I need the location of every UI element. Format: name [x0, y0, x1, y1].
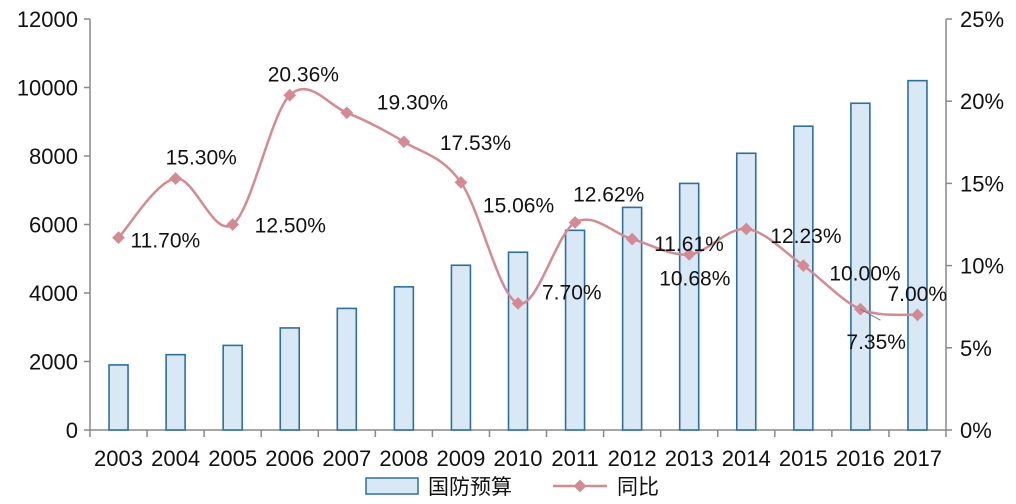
x-tick-label: 2017: [893, 446, 942, 471]
yoy-data-label: 10.68%: [659, 267, 730, 290]
left-tick-label: 12000: [17, 7, 78, 32]
yoy-marker: [454, 176, 468, 189]
yoy-marker: [226, 218, 240, 231]
yoy-data-label: 12.50%: [255, 215, 326, 238]
budget-bar: [907, 79, 928, 431]
right-tick-label: 15%: [960, 171, 1004, 196]
budget-bar: [222, 344, 243, 431]
yoy-marker: [340, 106, 354, 120]
budget-bar: [393, 286, 415, 431]
right-tick-label: 0%: [960, 418, 992, 443]
x-tick-label: 2007: [322, 446, 371, 471]
yoy-marker: [112, 231, 125, 245]
x-tick-label: 2006: [265, 446, 314, 471]
legend-line-marker: [573, 479, 587, 493]
budget-bar: [108, 364, 129, 431]
legend-bar-label: 国防预算: [428, 476, 512, 499]
budget-bar: [621, 206, 643, 431]
left-tick-label: 10000: [17, 76, 78, 101]
left-tick-label: 4000: [29, 281, 78, 306]
budget-bar: [165, 353, 186, 431]
right-tick-label: 10%: [960, 254, 1004, 279]
yoy-marker: [283, 88, 297, 102]
right-tick-label: 20%: [960, 89, 1004, 114]
x-tick-label: 2011: [551, 446, 598, 471]
x-tick-label: 2013: [665, 446, 714, 471]
bars-group: [108, 79, 928, 431]
yoy-data-label: 15.30%: [166, 146, 237, 169]
yoy-data-label: 7.70%: [542, 281, 602, 304]
yoy-data-label: 12.62%: [573, 184, 644, 207]
x-tick-label: 2004: [151, 446, 200, 471]
legend: 国防预算 同比: [365, 476, 659, 499]
budget-bar: [279, 327, 301, 431]
data-labels-group: 11.70% 15.30% 12.50% 20.36% 19.30% 17.53% 15.0…: [131, 63, 947, 354]
left-tick-label: 8000: [29, 144, 78, 169]
budget-bar: [793, 125, 814, 431]
yoy-marker: [397, 135, 411, 149]
yoy-data-label: 11.61%: [654, 233, 724, 256]
yoy-data-label: 7.00%: [887, 283, 947, 306]
x-tick-label: 2010: [494, 446, 543, 471]
axes: 0 2000 4000 6000 8000 10000 12000 0% 5% 10% 15% 20%…: [17, 7, 1004, 471]
label-leader-line: [860, 308, 881, 321]
budget-bar: [850, 102, 871, 431]
budget-bar: [336, 307, 358, 431]
yoy-line: [117, 87, 918, 317]
left-tick-label: 6000: [29, 213, 78, 238]
right-tick-label: 25%: [960, 7, 1004, 32]
left-tick-label: 2000: [29, 350, 78, 375]
right-tick-label: 5%: [960, 336, 992, 361]
yoy-data-label: 11.70%: [131, 230, 201, 253]
legend-bar-swatch: [365, 477, 419, 495]
x-tick-label: 2005: [208, 446, 257, 471]
yoy-marker: [169, 172, 182, 185]
yoy-data-label: 7.35%: [846, 331, 906, 354]
budget-bar: [450, 264, 472, 431]
legend-line-label: 同比: [617, 476, 659, 499]
yoy-data-label: 17.53%: [440, 132, 511, 155]
x-tick-label: 2003: [94, 446, 143, 471]
budget-bar: [507, 251, 529, 431]
yoy-data-label: 10.00%: [829, 263, 900, 286]
yoy-data-label: 19.30%: [377, 92, 448, 115]
x-tick-label: 2009: [436, 446, 485, 471]
budget-bar: [564, 229, 586, 431]
left-tick-label: 0: [66, 418, 78, 443]
budget-bar: [735, 152, 757, 431]
budget-bar: [678, 182, 700, 431]
x-tick-label: 2012: [608, 446, 657, 471]
x-tick-label: 2016: [836, 446, 885, 471]
yoy-data-label: 20.36%: [268, 63, 339, 86]
x-tick-label: 2014: [722, 446, 771, 471]
x-tick-label: 2015: [779, 446, 828, 471]
yoy-data-label: 15.06%: [483, 194, 554, 217]
yoy-data-label: 12.23%: [770, 225, 841, 248]
x-tick-label: 2008: [379, 446, 428, 471]
